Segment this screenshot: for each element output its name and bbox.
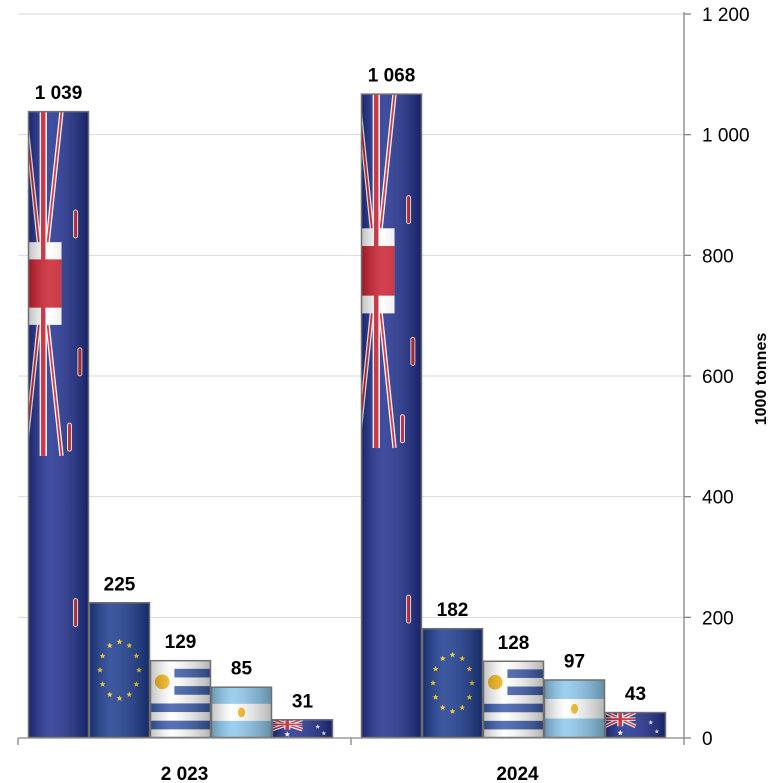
- bar-uruguay: [482, 660, 545, 739]
- y-tick-label: 600: [702, 367, 734, 388]
- category-label: 2 023: [161, 764, 209, 783]
- x-axis: 2 023 2024: [17, 737, 685, 783]
- bar-shading: [544, 679, 605, 738]
- y-axis-title: 1000 tonnes: [753, 333, 770, 426]
- y-tick-label: 400: [702, 488, 734, 509]
- y-tick-label: 800: [702, 246, 734, 267]
- data-label: 85: [231, 659, 253, 680]
- data-label: 1 039: [35, 83, 83, 104]
- bar-european-union: [88, 602, 151, 739]
- bar-new-zealand: [27, 110, 90, 739]
- bar-shading: [272, 719, 333, 738]
- bar-new-zealand: [360, 93, 423, 739]
- y-tick-label: 1 000: [702, 126, 750, 147]
- bar-shading: [422, 628, 483, 738]
- bar-argentina: [543, 679, 606, 739]
- bar-shading: [89, 602, 150, 738]
- data-label: 31: [292, 691, 314, 712]
- bar-shading: [361, 93, 422, 738]
- bar-australia: [604, 711, 667, 739]
- y-tick-label: 0: [702, 729, 713, 750]
- gridlines: [18, 13, 684, 618]
- data-labels: 1 039 225 129 85 31 1 068 182 128 97 43: [35, 66, 646, 713]
- y-axis: 0 200 400 600 800 1 000 1 200: [683, 5, 750, 750]
- data-label: 97: [564, 651, 585, 672]
- data-label: 182: [437, 600, 469, 621]
- bar-australia: [271, 719, 334, 739]
- data-label: 129: [165, 632, 197, 653]
- data-label: 225: [104, 574, 136, 595]
- y-tick-label: 200: [702, 608, 734, 629]
- bars: [27, 93, 667, 739]
- bar-argentina: [210, 686, 273, 739]
- data-label: 43: [625, 684, 646, 705]
- bar-shading: [211, 686, 272, 738]
- bar-shading: [150, 660, 211, 738]
- bar-uruguay: [149, 659, 212, 739]
- data-label: 128: [498, 633, 530, 654]
- bar-shading: [605, 712, 666, 738]
- bar-shading: [483, 660, 544, 738]
- y-tick-label: 1 200: [702, 5, 750, 26]
- bar-european-union: [421, 627, 484, 739]
- category-label: 2024: [496, 764, 539, 783]
- data-label: 1 068: [368, 66, 416, 87]
- bar-shading: [28, 111, 89, 739]
